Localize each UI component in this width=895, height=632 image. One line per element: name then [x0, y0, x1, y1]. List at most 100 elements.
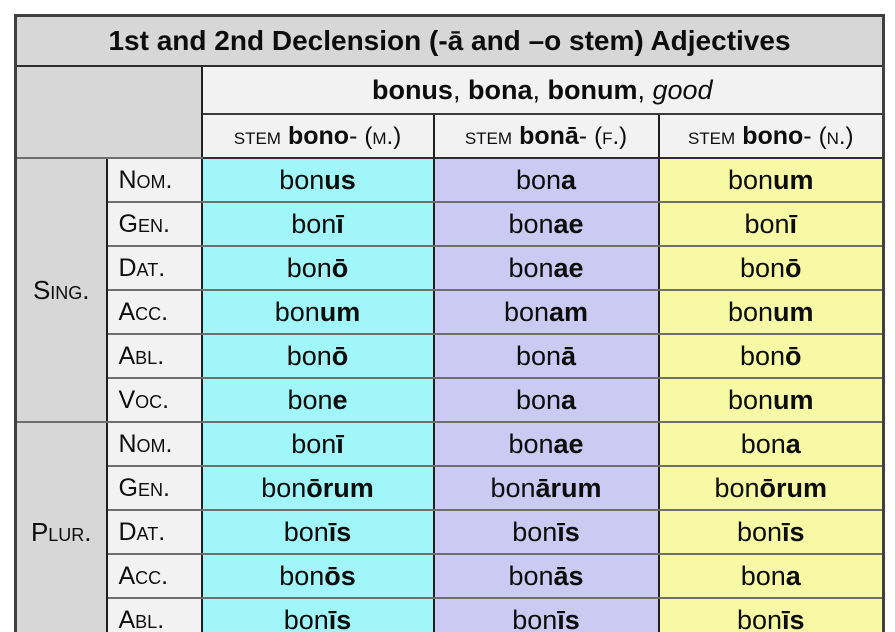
form-cell-neuter: bonīs	[657, 509, 885, 555]
table-row: Gen. bonī bonae bonī	[16, 201, 885, 247]
form-ending: um	[773, 296, 814, 327]
form-cell-feminine: bonīs	[432, 509, 660, 555]
form-stem: bon	[291, 208, 337, 239]
form-stem: bon	[287, 384, 333, 415]
form-ending: ō	[331, 340, 349, 371]
form-ending: īs	[782, 604, 805, 632]
form-stem: bon	[508, 252, 554, 283]
gender-label: (f.)	[594, 122, 628, 150]
stem-label: stem	[233, 122, 281, 150]
form-ending: ōrum	[306, 472, 374, 503]
form-cell-neuter: bonōrum	[657, 465, 885, 511]
form-cell-masculine: bonōrum	[200, 465, 435, 511]
form-stem: bon	[286, 340, 332, 371]
form-cell-masculine: bonī	[200, 201, 435, 247]
form-ending: ī	[789, 208, 798, 239]
form-cell-masculine: bonō	[200, 245, 435, 291]
form-ending: a	[561, 384, 577, 415]
lexeme-header: bonus, bona, bonum, good	[200, 65, 885, 115]
table-row: Acc. bonōs bonās bona	[16, 553, 885, 599]
gender-label: (n.)	[818, 122, 854, 150]
stem-suffix: -	[578, 121, 588, 150]
form-ending: ae	[553, 428, 584, 459]
form-cell-neuter: bonum	[657, 377, 885, 423]
form-ending: īs	[782, 516, 805, 547]
form-ending: ō	[785, 340, 802, 371]
form-ending: um	[319, 296, 361, 327]
case-label: Gen.	[105, 201, 203, 247]
form-stem: bon	[740, 560, 786, 591]
form-stem: bon	[490, 472, 536, 503]
form-stem: bon	[512, 516, 558, 547]
table-row: Plur. Nom. bonī bonae bona	[14, 421, 885, 632]
form-ending: ī	[336, 208, 344, 239]
form-cell-feminine: bonīs	[432, 597, 660, 632]
form-stem: bon	[515, 164, 562, 195]
case-label: Nom.	[105, 157, 203, 203]
stem-header-neuter: stem bono- (n.)	[657, 113, 885, 159]
form-stem: bon	[286, 252, 332, 283]
form-cell-neuter: bona	[657, 553, 885, 599]
lexeme-part: ,	[637, 74, 653, 105]
form-ending: ās	[553, 560, 584, 591]
lexeme-part: good	[652, 74, 713, 105]
corner-cell	[14, 65, 203, 159]
table-row: Dat. bonō bonae bonō	[16, 245, 885, 291]
table-row: Gen. bonōrum bonārum bonōrum	[16, 465, 885, 511]
table-row: Abl. bonīs bonīs bonīs	[16, 597, 885, 632]
form-stem: bon	[515, 384, 562, 415]
form-ending: ō	[785, 252, 802, 283]
form-ending: am	[549, 296, 589, 327]
stem-word: bonā	[519, 121, 579, 150]
table-row: Sing. Nom. bonus bona bonum	[14, 157, 885, 423]
stem-suffix: -	[349, 121, 358, 150]
form-stem: bon	[283, 604, 329, 632]
form-cell-feminine: bonae	[432, 245, 660, 291]
form-ending: ī	[336, 428, 344, 459]
form-cell-feminine: bona	[432, 157, 660, 203]
form-stem: bon	[512, 604, 558, 632]
form-cell-feminine: bonārum	[432, 465, 660, 511]
case-label: Acc.	[105, 553, 203, 599]
stem-word: bono	[742, 121, 804, 150]
form-stem: bon	[739, 340, 786, 371]
number-group-label: Sing.	[14, 157, 108, 423]
form-stem: bon	[508, 208, 554, 239]
form-cell-feminine: bonā	[432, 333, 660, 379]
lexeme-part: bona	[467, 74, 533, 105]
form-stem: bon	[727, 384, 774, 415]
form-cell-masculine: bonum	[200, 289, 435, 335]
table-title: 1st and 2nd Declension (-ā and –o stem) …	[14, 14, 885, 67]
form-cell-neuter: bonī	[657, 201, 885, 247]
title-row: 1st and 2nd Declension (-ā and –o stem) …	[14, 14, 885, 67]
form-cell-neuter: bona	[657, 421, 885, 467]
form-stem: bon	[503, 296, 550, 327]
form-stem: bon	[740, 428, 786, 459]
form-stem: bon	[736, 516, 783, 547]
form-ending: ō	[331, 252, 349, 283]
table-row: Abl. bonō bonā bonō	[16, 333, 885, 379]
form-cell-neuter: bonō	[657, 245, 885, 291]
form-cell-feminine: bona	[432, 377, 660, 423]
form-stem: bon	[261, 472, 307, 503]
lexeme-part: bonum	[547, 74, 638, 105]
form-ending: ōrum	[759, 472, 828, 503]
form-ending: īs	[328, 604, 352, 632]
stem-header-masculine: stem bono- (m.)	[200, 113, 435, 159]
form-cell-neuter: bonum	[657, 289, 885, 335]
table-row: Acc. bonum bonam bonum	[16, 289, 885, 335]
form-stem: bon	[739, 252, 786, 283]
stem-label: stem	[464, 122, 513, 150]
lexeme-part: ,	[532, 74, 548, 105]
form-stem: bon	[279, 560, 325, 591]
form-stem: bon	[714, 472, 760, 503]
form-ending: īs	[328, 516, 352, 547]
form-cell-feminine: bonae	[432, 201, 660, 247]
case-label: Nom.	[105, 421, 203, 467]
form-cell-masculine: bonōs	[200, 553, 435, 599]
form-ending: ā	[561, 340, 577, 371]
stem-header-row: stem bono- (m.) stem bonā- (f.) stem bono- (n.…	[16, 113, 885, 159]
gender-label: (m.)	[364, 122, 402, 150]
form-cell-masculine: bone	[200, 377, 435, 423]
